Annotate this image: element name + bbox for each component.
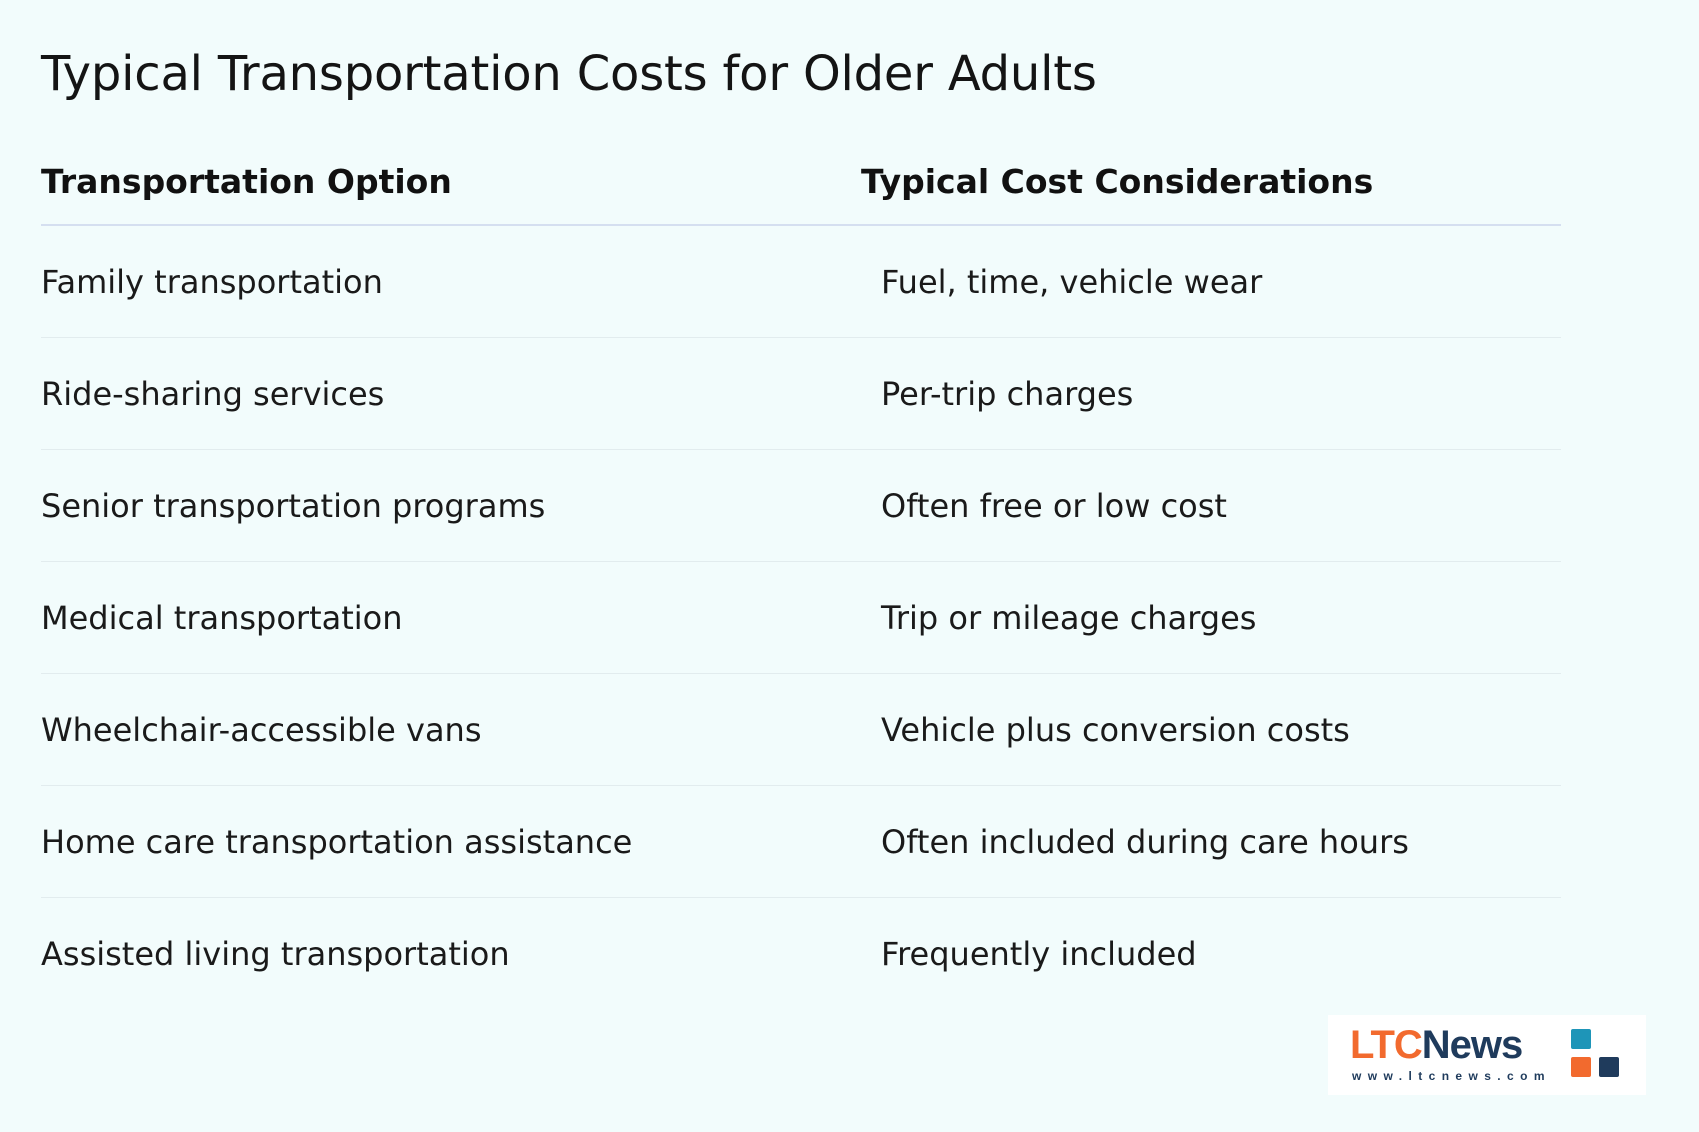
logo-wordmark: LTCNews <box>1350 1023 1523 1067</box>
table-row: Senior transportation programs Often fre… <box>41 450 1561 562</box>
option-cell: Ride-sharing services <box>41 374 385 413</box>
cost-table: Transportation Option Typical Cost Consi… <box>41 160 1561 1010</box>
header-transportation-option: Transportation Option <box>41 162 452 201</box>
logo-square-orange <box>1571 1057 1591 1077</box>
table-header: Transportation Option Typical Cost Consi… <box>41 160 1561 226</box>
option-cell: Assisted living transportation <box>41 935 510 973</box>
cost-cell: Frequently included <box>881 935 1197 973</box>
logo-square-navy <box>1599 1057 1619 1077</box>
page-title: Typical Transportation Costs for Older A… <box>41 46 1097 102</box>
option-cell: Senior transportation programs <box>41 486 546 525</box>
logo-url: www.ltcnews.com <box>1352 1069 1551 1083</box>
logo-squares-icon <box>1571 1029 1623 1081</box>
cost-cell: Often included during care hours <box>881 822 1409 861</box>
cost-cell: Per-trip charges <box>881 374 1134 413</box>
option-cell: Medical transportation <box>41 598 403 637</box>
cost-cell: Vehicle plus conversion costs <box>881 710 1350 749</box>
table-row: Family transportation Fuel, time, vehicl… <box>41 226 1561 338</box>
logo-news-text: News <box>1421 1023 1523 1067</box>
table-row: Assisted living transportation Frequentl… <box>41 898 1561 1010</box>
cost-cell: Often free or low cost <box>881 486 1227 525</box>
option-cell: Family transportation <box>41 262 383 301</box>
table-body: Family transportation Fuel, time, vehicl… <box>41 226 1561 1010</box>
logo-ltc-text: LTC <box>1350 1023 1423 1067</box>
table-row: Ride-sharing services Per-trip charges <box>41 338 1561 450</box>
header-cost-considerations: Typical Cost Considerations <box>861 162 1374 201</box>
table-row: Wheelchair-accessible vans Vehicle plus … <box>41 674 1561 786</box>
cost-cell: Trip or mileage charges <box>881 598 1257 637</box>
table-row: Medical transportation Trip or mileage c… <box>41 562 1561 674</box>
option-cell: Home care transportation assistance <box>41 822 633 861</box>
option-cell: Wheelchair-accessible vans <box>41 710 482 749</box>
ltc-news-logo: LTCNews www.ltcnews.com <box>1328 1015 1646 1095</box>
cost-cell: Fuel, time, vehicle wear <box>881 262 1263 301</box>
logo-square-teal <box>1571 1029 1591 1049</box>
table-row: Home care transportation assistance Ofte… <box>41 786 1561 898</box>
